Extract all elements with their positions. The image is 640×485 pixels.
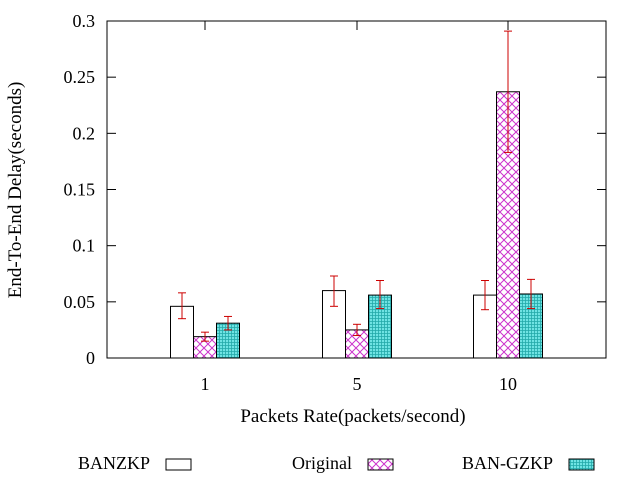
y-axis: 0 0.05 0.1 0.15 0.2 0.25 0.3 — [64, 11, 606, 368]
y-tick-label: 0.2 — [73, 123, 96, 143]
legend-swatch-banzkp — [165, 458, 192, 471]
y-axis-title: End-To-End Delay(seconds) — [5, 82, 26, 299]
legend: BANZKP Original BAN-GZKP — [78, 453, 595, 473]
error-bar — [481, 279, 489, 311]
legend-label-original: Original — [292, 453, 352, 473]
error-bar — [201, 331, 209, 342]
error-bar — [504, 30, 512, 153]
y-tick-label: 0.1 — [73, 236, 96, 256]
y-tick-label: 0.05 — [64, 292, 96, 312]
x-axis-title: Packets Rate(packets/second) — [240, 406, 465, 427]
x-tick-label: 5 — [353, 374, 362, 394]
error-bar — [376, 279, 384, 310]
x-tick-label: 1 — [201, 374, 210, 394]
legend-swatch-original — [367, 458, 394, 471]
error-bar — [527, 278, 535, 310]
x-tick-label: 10 — [499, 374, 517, 394]
y-tick-label: 0.3 — [73, 11, 96, 31]
y-tick-label: 0.15 — [64, 180, 96, 200]
bars-group — [170, 91, 543, 359]
y-tick-label: 0 — [86, 348, 95, 368]
error-bar — [178, 292, 186, 320]
legend-label-ban-gzkp: BAN-GZKP — [462, 453, 553, 473]
error-bar — [330, 275, 338, 307]
error-bar — [224, 315, 232, 331]
legend-swatch-ban-gzkp — [568, 458, 595, 471]
y-tick-label: 0.25 — [64, 67, 96, 87]
error-bar — [353, 323, 361, 337]
error-bars-group — [178, 30, 535, 342]
legend-label-banzkp: BANZKP — [78, 453, 150, 473]
